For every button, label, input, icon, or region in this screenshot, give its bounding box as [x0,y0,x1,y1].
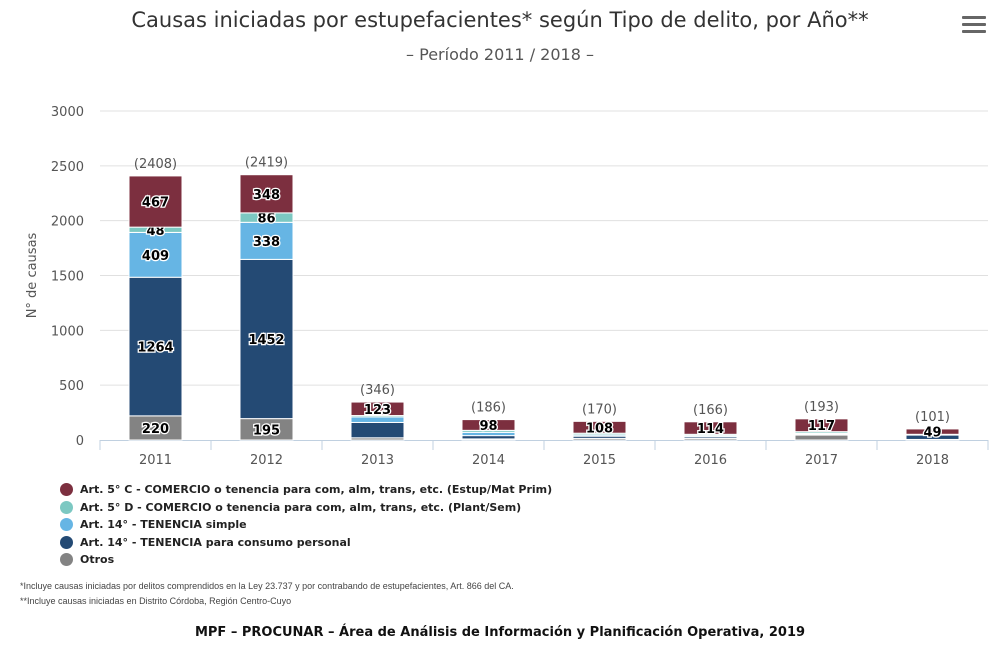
y-tick-label: 0 [76,434,84,449]
legend-marker-icon [60,500,73,514]
bar-segment [572,420,627,434]
data-label: 86 [257,212,275,227]
bar-segment [683,421,738,435]
x-tick-label: 2013 [361,453,394,468]
data-label: 49 [923,426,941,441]
x-tick-label: 2015 [583,453,616,468]
bar-segment [128,415,183,441]
data-label: 114 [697,422,724,437]
x-tick-label: 2018 [916,453,949,468]
legend-label: Art. 5° D - COMERCIO o tenencia para com… [80,500,522,514]
data-label: 220 [142,422,169,437]
legend-label: Art. 14° - TENENCIA simple [80,518,247,532]
total-label: (101) [915,410,950,425]
bar-segment [794,418,849,433]
data-label: 348 [253,188,280,203]
y-tick-label: 1500 [51,270,84,285]
legend-item[interactable]: Otros [60,551,552,569]
total-label: (346) [360,383,395,398]
legend-item[interactable]: Art. 5° D - COMERCIO o tenencia para com… [60,499,552,517]
data-label: 467 [142,196,169,211]
bar-segment [794,434,849,441]
chart-subtitle: – Período 2011 / 2018 – [406,45,594,64]
bar-segment [905,428,960,435]
data-label: 123 [364,403,391,418]
bar-segment [128,231,183,278]
bar-segment [350,401,405,417]
data-label: 108 [586,421,613,436]
hamburger-menu-icon[interactable] [962,16,986,36]
bar-segment [128,276,183,417]
footnote-1: *Incluye causas iniciadas por delitos co… [20,581,514,591]
x-tick-label: 2014 [472,453,505,468]
legend-marker-icon [60,535,73,549]
legend-marker-icon [60,553,73,567]
bar-segment [239,174,294,214]
legend-marker-icon [60,483,73,497]
bar-segment [350,421,405,439]
total-label: (170) [582,402,617,417]
y-tick-label: 500 [59,379,84,394]
data-label: 1452 [248,333,284,348]
source-credit: MPF – PROCUNAR – Área de Análisis de Inf… [194,625,806,640]
legend-item[interactable]: Art. 14° - TENENCIA simple [60,516,552,534]
legend-label: Otros [80,553,115,567]
legend: Art. 5° C - COMERCIO o tenencia para com… [60,481,552,569]
legend-item[interactable]: Art. 14° - TENENCIA para consumo persona… [60,534,552,552]
x-tick-label: 2012 [250,453,283,468]
total-label: (166) [693,403,728,418]
legend-label: Art. 5° C - COMERCIO o tenencia para com… [80,483,553,497]
footnote-2: **Incluye causas iniciadas en Distrito C… [20,596,292,606]
chart-title: Causas iniciadas por estupefacientes* se… [131,8,869,32]
data-label: 338 [253,235,280,250]
y-tick-label: 3000 [51,105,84,120]
total-label: (2419) [245,156,288,171]
data-label: 409 [142,249,169,264]
data-label: 195 [253,423,280,438]
legend-marker-icon [60,518,73,532]
data-label: 117 [808,419,835,434]
y-axis-label: N° de causas [25,232,40,318]
x-tick-label: 2016 [694,453,727,468]
total-label: (193) [804,400,839,415]
bar-segment [461,419,516,431]
total-label: (186) [471,401,506,416]
legend-item[interactable]: Art. 5° C - COMERCIO o tenencia para com… [60,481,552,499]
data-label: 1264 [137,341,173,356]
bar-segment [239,221,294,260]
y-tick-label: 1000 [51,324,84,339]
legend-label: Art. 14° - TENENCIA para consumo persona… [80,535,351,549]
y-tick-label: 2500 [51,160,84,175]
data-label: 98 [479,419,497,434]
stacked-bar-chart: 0 500 1000 1500 2000 2500 3000 N° de causas 2011… [25,105,989,468]
x-tick-label: 2011 [139,453,172,468]
x-tick-label: 2017 [805,453,838,468]
bar-segment [239,258,294,420]
total-label: (2408) [134,157,177,172]
bar-segment [128,175,183,228]
y-tick-label: 2000 [51,215,84,230]
